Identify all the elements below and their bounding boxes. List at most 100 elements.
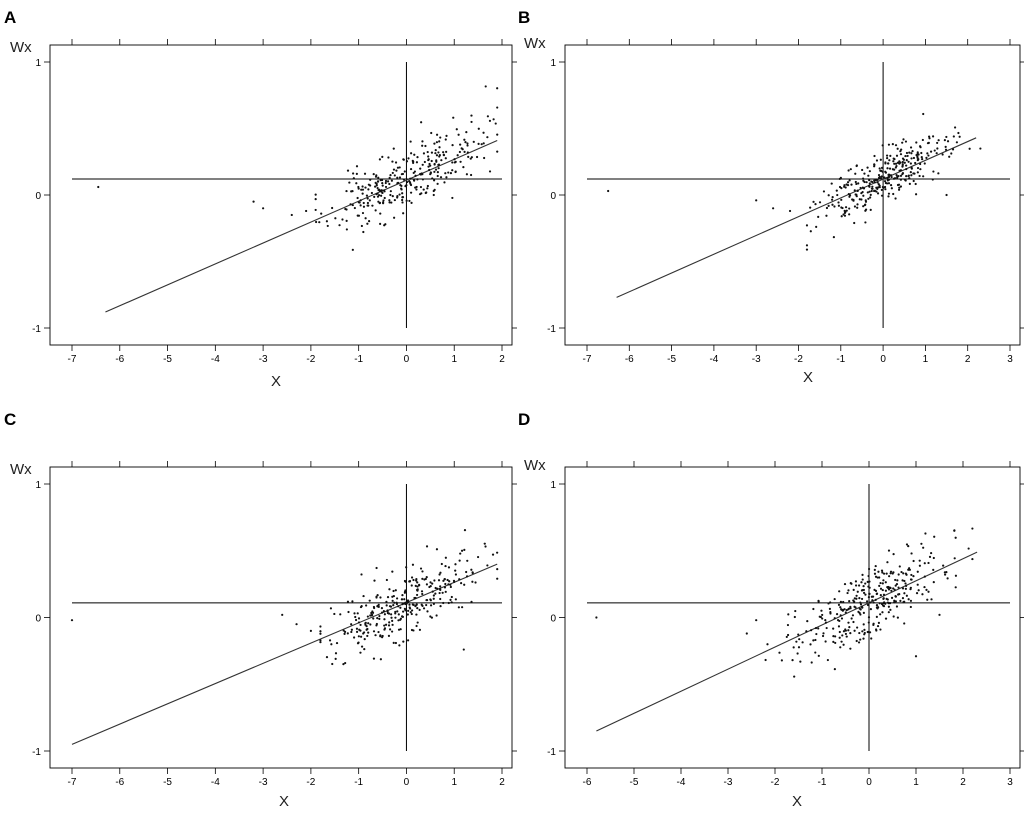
data-point <box>390 616 393 619</box>
data-point <box>846 181 850 184</box>
data-point <box>418 193 422 196</box>
data-point <box>439 136 442 139</box>
data-point <box>394 161 398 164</box>
data-point <box>319 632 322 635</box>
data-point <box>909 586 912 589</box>
data-point <box>431 582 434 585</box>
data-point <box>387 624 391 627</box>
data-point <box>421 592 424 596</box>
data-point <box>907 174 910 178</box>
data-point <box>470 120 473 124</box>
data-point <box>426 610 429 613</box>
data-point <box>907 160 910 163</box>
data-point <box>378 188 381 191</box>
data-point <box>433 179 436 182</box>
data-point <box>910 552 913 555</box>
data-point <box>462 165 465 169</box>
data-point <box>438 155 441 158</box>
data-point <box>359 651 362 654</box>
data-point <box>829 601 832 604</box>
data-point <box>383 196 386 200</box>
data-point <box>858 597 861 600</box>
data-point <box>421 577 424 580</box>
data-point <box>411 563 415 566</box>
data-point <box>363 638 366 641</box>
data-point <box>945 135 948 139</box>
data-point <box>357 641 360 644</box>
data-point <box>454 569 457 572</box>
data-point <box>840 215 843 218</box>
data-point <box>388 621 391 624</box>
data-point <box>903 579 906 583</box>
data-point <box>419 567 423 570</box>
data-point <box>319 625 322 628</box>
data-point <box>901 141 904 144</box>
x-tick-label: 1 <box>923 354 929 365</box>
data-point <box>873 154 876 158</box>
x-tick-label: -7 <box>68 777 77 788</box>
x-tick-label: 0 <box>866 777 872 788</box>
data-point <box>888 167 892 170</box>
data-point <box>885 597 888 600</box>
data-point <box>398 644 401 647</box>
data-point <box>866 166 869 169</box>
data-point <box>868 182 871 185</box>
data-point <box>449 585 452 589</box>
data-point <box>905 164 908 167</box>
data-point <box>882 605 886 608</box>
data-point <box>886 157 889 160</box>
data-point <box>394 616 397 619</box>
data-point <box>398 166 401 169</box>
data-point <box>821 613 824 617</box>
data-point <box>901 160 904 164</box>
data-point <box>414 605 417 608</box>
data-point <box>460 549 464 552</box>
y-tick-label: -1 <box>32 747 41 758</box>
data-point <box>862 177 865 180</box>
data-point <box>380 194 383 197</box>
data-point <box>409 140 412 143</box>
data-point <box>443 578 446 581</box>
data-point <box>883 180 887 183</box>
data-point <box>843 211 847 214</box>
data-point <box>449 171 453 175</box>
data-point <box>931 178 934 181</box>
data-point <box>818 201 822 204</box>
data-point <box>944 573 947 576</box>
data-point <box>954 536 957 539</box>
data-point <box>863 628 866 631</box>
data-point <box>374 209 377 212</box>
data-point <box>912 156 916 160</box>
data-point <box>856 590 859 593</box>
data-point <box>429 171 432 175</box>
data-point <box>894 595 897 598</box>
data-point <box>370 614 373 617</box>
data-point <box>360 573 363 576</box>
data-point <box>388 588 391 591</box>
data-point <box>388 201 391 204</box>
data-point <box>910 166 913 169</box>
data-point <box>415 593 419 597</box>
data-point <box>847 589 850 592</box>
data-point <box>454 598 457 601</box>
data-point <box>367 188 370 191</box>
data-point <box>923 562 926 565</box>
data-point <box>421 140 424 143</box>
data-point <box>395 169 398 172</box>
data-point <box>916 583 919 586</box>
data-point <box>911 149 914 153</box>
x-tick-label: 1 <box>451 777 457 788</box>
data-point <box>414 186 417 189</box>
data-point <box>466 151 469 154</box>
x-axis-title: X <box>792 793 802 810</box>
data-point <box>355 182 358 185</box>
data-point <box>780 659 783 662</box>
data-point <box>904 140 908 143</box>
data-point <box>868 179 871 182</box>
x-tick-label: -6 <box>583 777 592 788</box>
data-point <box>877 173 881 177</box>
data-point <box>370 191 373 195</box>
data-point <box>334 217 337 220</box>
data-point <box>423 578 426 581</box>
data-point <box>396 195 399 198</box>
